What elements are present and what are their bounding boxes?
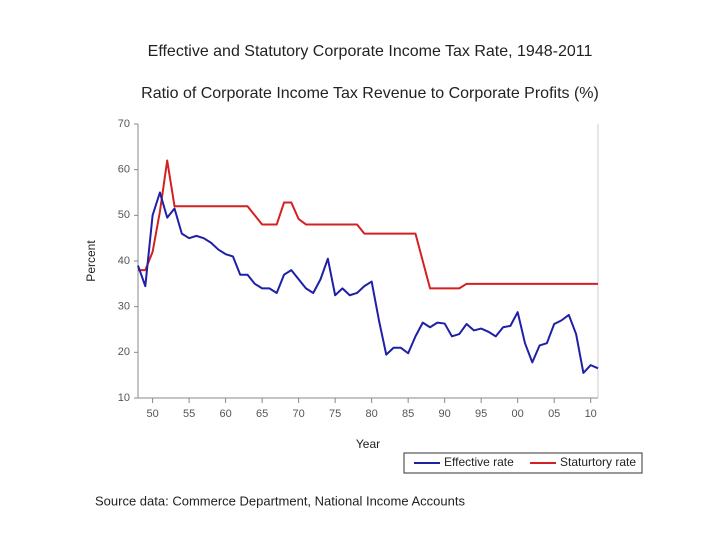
x-tick-label: 50 [146, 408, 158, 420]
y-tick-label: 10 [118, 392, 130, 404]
chart-title: Effective and Statutory Corporate Income… [148, 43, 593, 60]
chart-subtitle: Ratio of Corporate Income Tax Revenue to… [141, 85, 599, 102]
x-axis-label: Year [356, 437, 380, 451]
y-tick-label: 20 [118, 346, 130, 358]
y-tick-label: 40 [118, 255, 130, 267]
x-tick-label: 65 [256, 408, 268, 420]
x-tick-label: 85 [402, 408, 414, 420]
y-tick-label: 70 [118, 118, 130, 130]
legend-label: Effective rate [444, 455, 514, 469]
x-tick-label: 60 [219, 408, 231, 420]
x-tick-label: 75 [329, 408, 341, 420]
x-tick-label: 90 [439, 408, 451, 420]
legend-box [403, 452, 643, 474]
x-tick-label: 00 [512, 408, 524, 420]
series-line [138, 159, 598, 290]
series-line [137, 191, 599, 374]
y-axis-label: Percent [84, 240, 98, 282]
x-tick-label: 70 [293, 408, 305, 420]
x-tick-label: 10 [585, 408, 597, 420]
source-note: Source data: Commerce Department, Nation… [95, 493, 465, 508]
y-tick-label: 60 [118, 164, 130, 176]
x-tick-label: 95 [475, 408, 487, 420]
y-tick-label: 30 [118, 301, 130, 313]
x-tick-label: 05 [548, 408, 560, 420]
x-tick-label: 55 [183, 408, 195, 420]
legend-label: Staturtory rate [560, 455, 636, 469]
x-tick-label: 80 [366, 408, 378, 420]
y-tick-label: 50 [118, 209, 130, 221]
